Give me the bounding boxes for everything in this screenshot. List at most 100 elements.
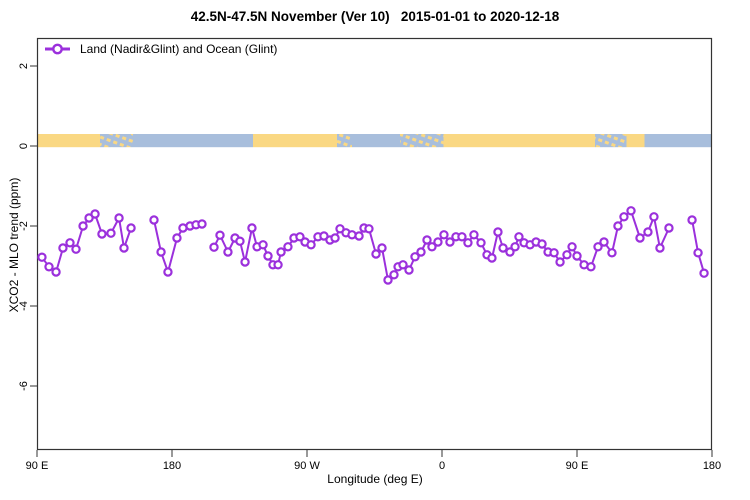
data-point-marker	[197, 219, 207, 229]
data-point-marker	[209, 242, 219, 252]
data-point-marker	[97, 229, 107, 239]
data-point-marker	[607, 248, 617, 258]
data-point-marker	[223, 247, 233, 257]
data-point-marker	[572, 251, 582, 261]
data-point-marker	[156, 247, 166, 257]
data-point-marker	[693, 248, 703, 258]
surface-type-band-segment	[626, 134, 645, 148]
data-point-marker	[295, 232, 305, 242]
data-point-marker	[613, 221, 623, 231]
data-point-marker	[498, 243, 508, 253]
data-point-marker	[510, 242, 520, 252]
data-point-marker	[687, 215, 697, 225]
data-point-marker	[119, 243, 129, 253]
x-axis-tick-label: 90 E	[26, 460, 49, 472]
data-point-marker	[240, 257, 250, 267]
data-point-marker	[172, 233, 182, 243]
x-axis-tick-label: 90 W	[294, 460, 320, 472]
data-point-marker	[235, 236, 245, 246]
data-point-marker	[149, 215, 159, 225]
data-point-marker	[457, 232, 467, 242]
y-axis-tick-label: -2	[18, 221, 30, 231]
surface-type-band-segment	[400, 134, 444, 148]
surface-type-band-segment	[100, 134, 133, 148]
data-point-marker	[619, 212, 629, 222]
chart-title: 42.5N-47.5N November (Ver 10) 2015-01-01…	[190, 9, 560, 24]
data-point-marker	[599, 237, 609, 247]
data-point-marker	[71, 244, 81, 254]
data-point-marker	[306, 240, 316, 250]
data-point-marker	[364, 224, 374, 234]
data-point-marker	[404, 265, 414, 275]
data-point-marker	[699, 268, 709, 278]
data-point-marker	[433, 237, 443, 247]
data-point-marker	[247, 223, 257, 233]
data-point-marker	[416, 247, 426, 257]
data-point-marker	[562, 250, 572, 260]
data-point-marker	[354, 231, 364, 241]
data-point-marker	[383, 275, 393, 285]
data-point-marker	[65, 238, 75, 248]
data-point-marker	[58, 243, 68, 253]
y-axis-tick-label: -6	[18, 381, 30, 391]
x-axis-tick-label: 180	[703, 460, 721, 472]
surface-type-band-segment	[337, 134, 352, 148]
data-point-marker	[635, 233, 645, 243]
data-point-marker	[445, 237, 455, 247]
data-point-marker	[493, 227, 503, 237]
x-axis-title: Longitude (deg E)	[327, 472, 423, 486]
surface-type-band-segment	[133, 134, 253, 148]
data-point-marker	[163, 267, 173, 277]
y-axis-tick-label: -4	[18, 301, 30, 311]
data-point-marker	[505, 247, 515, 257]
data-point-marker	[371, 249, 381, 259]
data-point-marker	[44, 262, 54, 272]
data-point-marker	[126, 223, 136, 233]
data-point-marker	[593, 242, 603, 252]
data-point-marker	[263, 251, 273, 261]
data-point-marker	[106, 228, 116, 238]
surface-type-band-segment	[595, 134, 627, 148]
data-point-marker	[537, 239, 547, 249]
data-line-segment	[41, 213, 132, 273]
y-axis-tick-label: 0	[18, 143, 30, 149]
data-point-marker	[567, 242, 577, 252]
data-point-marker	[664, 223, 674, 233]
data-point-marker	[37, 252, 47, 262]
data-point-marker	[377, 243, 387, 253]
x-axis-tick-label: 90 E	[566, 460, 589, 472]
legend-label: Land (Nadir&Glint) and Ocean (Glint)	[80, 42, 277, 56]
legend: Land (Nadir&Glint) and Ocean (Glint)	[45, 42, 277, 56]
data-point-marker	[463, 238, 473, 248]
data-point-marker	[626, 206, 636, 216]
x-axis-tick-label: 0	[439, 460, 445, 472]
data-point-marker	[389, 270, 399, 280]
data-point-marker	[273, 260, 283, 270]
data-point-marker	[51, 267, 61, 277]
data-point-marker	[78, 221, 88, 231]
data-point-marker	[283, 242, 293, 252]
data-point-marker	[487, 253, 497, 263]
data-point-marker	[427, 242, 437, 252]
data-point-marker	[476, 238, 486, 248]
data-point-marker	[422, 235, 432, 245]
data-point-marker	[276, 247, 286, 257]
data-point-marker	[469, 230, 479, 240]
plot-border	[36, 37, 713, 451]
data-point-marker	[514, 232, 524, 242]
data-line-segment	[691, 219, 706, 274]
data-point-marker	[655, 243, 665, 253]
data-point-marker	[398, 260, 408, 270]
data-point-marker	[215, 230, 225, 240]
y-axis-title: XCO2 - MLO trend (ppm)	[7, 177, 21, 313]
data-point-marker	[649, 212, 659, 222]
data-point-marker	[410, 252, 420, 262]
surface-type-band-segment	[37, 134, 100, 148]
data-point-marker	[258, 240, 268, 250]
surface-type-band-segment	[443, 134, 595, 148]
data-point-marker	[643, 227, 653, 237]
data-point-marker	[549, 248, 559, 258]
legend-marker-circle	[52, 43, 63, 55]
data-point-marker	[114, 213, 124, 223]
